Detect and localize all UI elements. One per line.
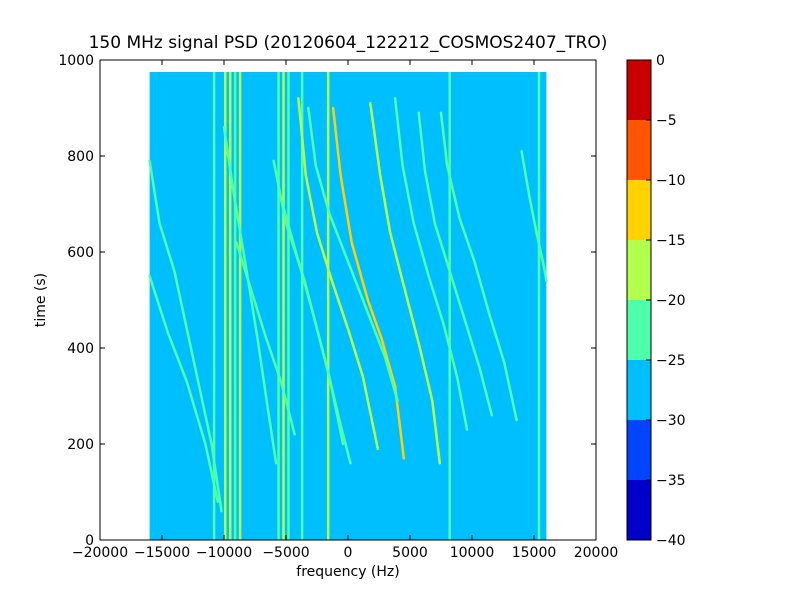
- doppler-track-13: [520, 149, 548, 283]
- doppler-track-7: [369, 101, 442, 465]
- x-tick-label: 0: [344, 545, 353, 561]
- plot-area: −20000 −15000 −10000 −5000 0 5000 10000 15000 20…: [58, 53, 618, 561]
- colorbar-band: [627, 120, 651, 180]
- doppler-track-8: [393, 97, 469, 431]
- doppler-track-6: [331, 106, 406, 460]
- doppler-track-10: [439, 111, 518, 422]
- y-axis-label: time (s): [33, 273, 49, 327]
- colorbar-band: [627, 60, 651, 120]
- doppler-track-1: [148, 274, 220, 503]
- y-tick-label: 800: [67, 149, 94, 165]
- x-axis-ticks: −20000 −15000 −10000 −5000 0 5000 10000 15000 20…: [72, 60, 618, 561]
- colorbar: 0 −5 −10 −15 −20 −25 −30 −35 −40: [626, 53, 686, 549]
- colorbar-tick-label: −5: [656, 113, 677, 129]
- y-axis-ticks: 0 200 400 600 800 1000: [58, 53, 596, 549]
- y-tick-label: 200: [67, 437, 94, 453]
- colorbar-band: [627, 480, 651, 540]
- x-tick-label: 5000: [392, 545, 428, 561]
- x-tick-label: −15000: [134, 545, 190, 561]
- x-tick-label: 15000: [512, 545, 557, 561]
- doppler-track-2: [222, 125, 278, 465]
- doppler-track-12: [235, 241, 296, 436]
- colorbar-tick-label: −15: [656, 233, 686, 249]
- x-tick-label: −5000: [262, 545, 309, 561]
- chart-title: 150 MHz signal PSD (20120604_122212_COSM…: [89, 33, 608, 53]
- x-axis-label: frequency (Hz): [296, 564, 399, 580]
- doppler-track-9: [417, 111, 494, 417]
- colorbar-tick-label: 0: [656, 53, 665, 69]
- x-tick-label: −10000: [196, 545, 252, 561]
- y-tick-label: 1000: [58, 53, 94, 69]
- doppler-track-11: [307, 106, 399, 403]
- x-tick-label: 20000: [574, 545, 619, 561]
- colorbar-bands: [627, 60, 651, 540]
- colorbar-band: [627, 420, 651, 480]
- heatmap-layer: [148, 72, 548, 540]
- doppler-track-0: [148, 159, 223, 513]
- colorbar-tick-label: −40: [656, 533, 686, 549]
- colorbar-tick-label: −35: [656, 473, 686, 489]
- colorbar-ticks: 0 −5 −10 −15 −20 −25 −30 −35 −40: [646, 53, 686, 549]
- colorbar-tick-label: −30: [656, 413, 686, 429]
- colorbar-band: [627, 240, 651, 300]
- colorbar-band: [627, 360, 651, 420]
- y-tick-label: 400: [67, 341, 94, 357]
- colorbar-band: [627, 180, 651, 240]
- y-tick-label: 600: [67, 245, 94, 261]
- y-tick-label: 0: [85, 533, 94, 549]
- x-tick-label: −20000: [72, 545, 128, 561]
- colorbar-tick-label: −20: [656, 293, 686, 309]
- x-tick-label: 10000: [450, 545, 495, 561]
- doppler-track-4: [278, 193, 352, 465]
- colorbar-band: [627, 300, 651, 360]
- doppler-track-5: [297, 97, 380, 451]
- heatmap-background: [149, 72, 547, 540]
- colorbar-tick-label: −25: [656, 353, 686, 369]
- colorbar-tick-label: −10: [656, 173, 686, 189]
